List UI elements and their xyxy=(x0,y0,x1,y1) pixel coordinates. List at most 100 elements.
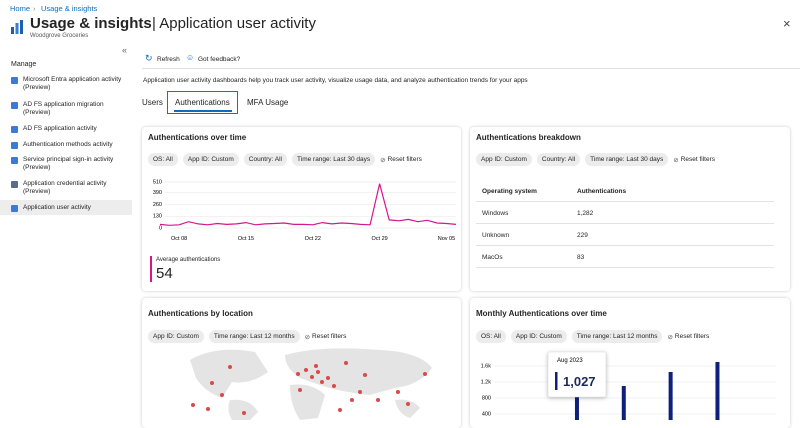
filter-bar: OS: All App ID: Custom Time range: Last 12… xyxy=(476,330,709,343)
table-header: Operating system xyxy=(482,188,537,195)
toolbar-divider xyxy=(142,68,800,69)
reset-label: Reset filters xyxy=(387,156,422,163)
tooltip-accent xyxy=(555,372,558,390)
filter-pill[interactable]: OS: All xyxy=(476,330,506,343)
filter-pill[interactable]: Time range: Last 30 days xyxy=(292,153,376,166)
filter-pill[interactable]: Time range: Last 12 months xyxy=(208,330,300,343)
y-tick-label: 1.2k xyxy=(481,379,492,385)
filter-pill[interactable]: Country: All xyxy=(243,153,288,166)
reset-filters[interactable]: ⊘ Reset filters xyxy=(673,156,715,164)
collapse-button[interactable]: « xyxy=(122,45,128,55)
table-cell: Unknown xyxy=(482,232,510,239)
sidebar-heading: Manage xyxy=(11,61,37,68)
tooltip-box xyxy=(547,351,607,398)
reset-icon: ⊘ xyxy=(380,156,386,164)
reset-icon: ⊘ xyxy=(673,156,679,164)
x-tick-label: Oct 22 xyxy=(305,236,321,242)
reset-filters[interactable]: ⊘ Reset filters xyxy=(667,333,709,341)
y-tick-label: 510 xyxy=(153,179,162,185)
table-cell: 229 xyxy=(577,232,588,239)
tooltip: Aug 2023 1,027 xyxy=(547,351,607,398)
page-title: Usage & insights xyxy=(30,15,152,32)
bar xyxy=(668,372,673,420)
filter-pill[interactable]: Country: All xyxy=(536,153,581,166)
sidebar-item[interactable]: Authentication methods activity xyxy=(23,141,113,148)
y-tick-label: 800 xyxy=(482,395,491,401)
org-name: Woodgrove Groceries xyxy=(30,33,89,39)
item-icon xyxy=(11,157,18,164)
tooltip-value: 1,027 xyxy=(563,374,596,389)
filter-bar: App ID: Custom Time range: Last 12 months… xyxy=(148,330,346,343)
reset-label: Reset filters xyxy=(312,333,347,340)
y-tick-label: 1.6k xyxy=(481,363,492,369)
sidebar-item[interactable]: Service principal sign-in activity (Prev… xyxy=(23,156,114,171)
sidebar-item[interactable]: AD FS application migration (Preview) xyxy=(23,101,104,116)
close-button[interactable]: × xyxy=(783,16,791,31)
card-title: Authentications breakdown xyxy=(476,133,581,142)
row-divider xyxy=(476,245,774,246)
line-series xyxy=(159,183,457,226)
average-label: Average authentications xyxy=(156,257,221,263)
reset-filters[interactable]: ⊘ Reset filters xyxy=(380,156,422,164)
table-cell: MacOs xyxy=(482,254,503,261)
highlight-box xyxy=(167,91,238,114)
bar xyxy=(715,362,720,420)
reset-label: Reset filters xyxy=(680,156,716,163)
filter-pill[interactable]: Time range: Last 12 months xyxy=(571,330,663,343)
card-monthly xyxy=(470,298,790,428)
x-tick-label: Oct 29 xyxy=(372,236,388,242)
y-tick-label: 260 xyxy=(153,202,162,208)
tab[interactable]: MFA Usage xyxy=(247,98,289,107)
card-title: Authentications over time xyxy=(148,133,247,142)
sidebar-item-selected[interactable]: Application user activity xyxy=(23,204,91,211)
filter-pill[interactable]: Time range: Last 30 days xyxy=(585,153,669,166)
map-dots xyxy=(191,361,427,415)
breadcrumb-sep: › xyxy=(33,4,36,13)
breadcrumb-usage[interactable]: Usage & insights xyxy=(41,4,98,13)
refresh-icon: ↻ xyxy=(145,53,153,63)
reset-label: Reset filters xyxy=(674,333,710,340)
refresh-button[interactable]: Refresh xyxy=(157,56,180,63)
x-tick-label: Oct 15 xyxy=(238,236,254,242)
row-divider xyxy=(476,267,774,268)
average-value: 54 xyxy=(156,265,173,282)
filter-pill[interactable]: App ID: Custom xyxy=(510,330,567,343)
selected-item-bg xyxy=(0,200,132,215)
sidebar-item[interactable]: Application credential activity (Preview… xyxy=(23,180,107,195)
bar xyxy=(621,386,626,420)
item-icon xyxy=(11,102,18,109)
reset-filters[interactable]: ⊘ Reset filters xyxy=(305,333,347,341)
tooltip-category: Aug 2023 xyxy=(557,358,583,364)
tab[interactable]: Users xyxy=(142,98,163,107)
filter-pill[interactable]: App ID: Custom xyxy=(476,153,532,166)
breadcrumb-home[interactable]: Home xyxy=(10,4,31,13)
feedback-button[interactable]: Got feedback? xyxy=(198,56,241,63)
filter-bar: App ID: Custom Country: All Time range: La… xyxy=(476,153,715,166)
sidebar-item[interactable]: AD FS application activity xyxy=(23,125,97,132)
average-accent xyxy=(150,256,152,282)
description: Application user activity dashboards hel… xyxy=(143,77,528,84)
bar xyxy=(574,388,579,420)
x-tick-label: Nov 05 xyxy=(438,236,455,242)
feedback-icon: ☺ xyxy=(186,53,195,62)
filter-pill[interactable]: OS: All xyxy=(148,153,178,166)
page-icon xyxy=(11,20,23,34)
filter-pill[interactable]: App ID: Custom xyxy=(182,153,239,166)
y-tick-label: 130 xyxy=(153,214,162,220)
tab-underline xyxy=(174,110,232,112)
tab-selected[interactable]: Authentications xyxy=(175,98,230,107)
page-subtitle: | Application user activity xyxy=(152,15,316,32)
sidebar-item[interactable]: Microsoft Entra application activity (Pr… xyxy=(23,76,122,91)
card-title: Monthly Authentications over time xyxy=(476,309,607,318)
item-icon xyxy=(11,126,18,133)
item-icon xyxy=(11,181,18,188)
reset-icon: ⊘ xyxy=(667,333,673,341)
card-title: Authentications by location xyxy=(148,309,253,318)
table-cell: 1,282 xyxy=(577,210,594,217)
item-icon xyxy=(11,77,18,84)
row-divider xyxy=(476,223,774,224)
filter-pill[interactable]: App ID: Custom xyxy=(148,330,204,343)
x-tick-label: Oct 08 xyxy=(171,236,187,242)
table-cell: 83 xyxy=(577,254,585,261)
